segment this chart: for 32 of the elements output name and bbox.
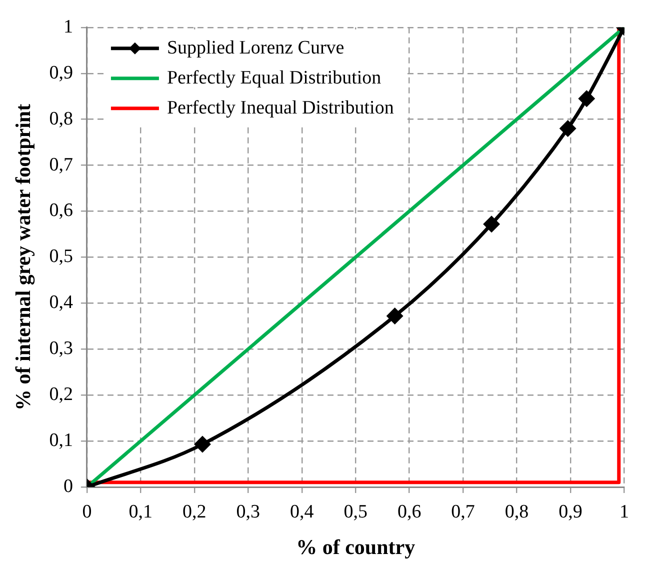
y-tick-label: 0,8 [49, 108, 73, 130]
point [194, 436, 210, 452]
point [578, 90, 594, 106]
y-tick-label: 0,9 [49, 62, 73, 84]
legend-label: Perfectly Equal Distribution [166, 67, 382, 88]
x-tick-label: 0,8 [504, 501, 529, 522]
x-tick-label: 0,6 [397, 501, 422, 522]
y-tick-label: 0,2 [49, 384, 73, 406]
x-tick-label: 0 [82, 501, 92, 522]
x-tick-label: 0,1 [128, 501, 153, 522]
x-tick-label: 0,4 [290, 501, 314, 522]
x-tick-label: 0,3 [236, 501, 260, 522]
y-axis-title: % of internal grey water footprint [11, 104, 36, 410]
x-axis-title: % of country [296, 534, 416, 559]
y-tick-label: 0,7 [49, 154, 73, 176]
x-tick-label: 0,9 [558, 501, 582, 522]
y-tick-label: 0,6 [49, 200, 73, 222]
legend-label: Perfectly Inequal Distribution [166, 97, 394, 118]
x-tick-label: 0,5 [344, 501, 368, 522]
x-tick-label: 0,2 [182, 501, 206, 522]
y-tick-label: 0,4 [49, 292, 74, 314]
point [560, 120, 576, 136]
y-tick-label: 0,5 [49, 246, 73, 268]
legend-label: Supplied Lorenz Curve [166, 37, 344, 58]
y-tick-label: 0,3 [49, 338, 73, 360]
x-tick-label: 0,7 [451, 501, 475, 522]
point [387, 308, 403, 324]
y-tick-label: 1 [63, 16, 73, 38]
point [484, 216, 500, 232]
x-tick-label: 1 [620, 501, 629, 522]
y-tick-label: 0 [63, 476, 73, 497]
y-tick-label: 0,1 [49, 430, 73, 452]
